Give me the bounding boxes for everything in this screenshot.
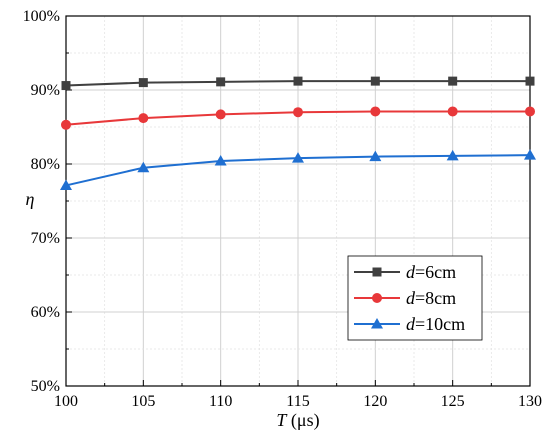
data-point <box>138 78 148 88</box>
y-tick-label: 100% <box>23 8 60 25</box>
x-tick-label: 125 <box>441 393 465 410</box>
legend-item-1: d=8cm <box>354 288 456 308</box>
series-0 <box>61 76 535 91</box>
legend-marker <box>372 267 382 277</box>
data-point <box>292 152 304 163</box>
legend-label-value: =6cm <box>415 262 456 282</box>
legend-marker <box>372 293 382 303</box>
legend-label-value: =8cm <box>415 288 456 308</box>
x-tick-label: 110 <box>209 393 232 410</box>
legend-label: d=10cm <box>406 314 465 334</box>
data-point <box>214 155 227 166</box>
data-point <box>60 179 72 190</box>
x-axis-label-unit: (μs) <box>286 410 319 431</box>
x-axis: 100 105 110 115 120 125 130 <box>54 380 542 410</box>
data-point <box>524 149 536 160</box>
data-point <box>370 106 381 117</box>
legend-item-0: d=6cm <box>354 262 456 282</box>
data-point <box>61 81 71 91</box>
series-layer <box>60 76 536 190</box>
y-axis: 50% 60% 70% 80% 90% 100% <box>23 8 72 395</box>
x-tick-label: 105 <box>131 393 155 410</box>
data-point <box>216 77 226 87</box>
x-tick-label: 130 <box>518 393 542 410</box>
data-point <box>525 76 535 86</box>
legend-label-value: =10cm <box>415 314 465 334</box>
data-point <box>446 149 459 161</box>
x-axis-label: T (μs) <box>276 410 319 431</box>
y-tick-label: 50% <box>31 378 60 395</box>
data-point <box>447 106 458 117</box>
legend-label: d=6cm <box>406 262 456 282</box>
data-point <box>370 76 380 86</box>
y-tick-label: 90% <box>31 82 60 99</box>
series-1 <box>61 106 535 130</box>
y-tick-label: 60% <box>31 304 60 321</box>
data-point <box>215 109 226 120</box>
legend-label: d=8cm <box>406 288 456 308</box>
legend-item-2: d=10cm <box>354 314 465 334</box>
data-point <box>293 107 303 118</box>
data-point <box>448 76 458 86</box>
legend-marker <box>371 318 383 329</box>
data-point <box>525 106 535 117</box>
data-point <box>293 76 303 86</box>
x-axis-label-variable: T <box>276 410 288 430</box>
legend-label-variable: d <box>406 314 416 334</box>
series-2 <box>60 149 536 190</box>
y-tick-label: 80% <box>31 156 60 173</box>
data-point <box>369 150 382 162</box>
legend-label-variable: d <box>406 262 416 282</box>
data-point <box>137 161 150 173</box>
x-tick-label: 120 <box>363 393 387 410</box>
legend-label-variable: d <box>406 288 416 308</box>
data-point <box>138 113 149 124</box>
x-tick-label: 100 <box>54 393 78 410</box>
x-tick-label: 115 <box>286 393 309 410</box>
y-tick-label: 70% <box>31 230 60 247</box>
y-axis-label: η <box>26 189 35 209</box>
data-point <box>61 119 71 130</box>
